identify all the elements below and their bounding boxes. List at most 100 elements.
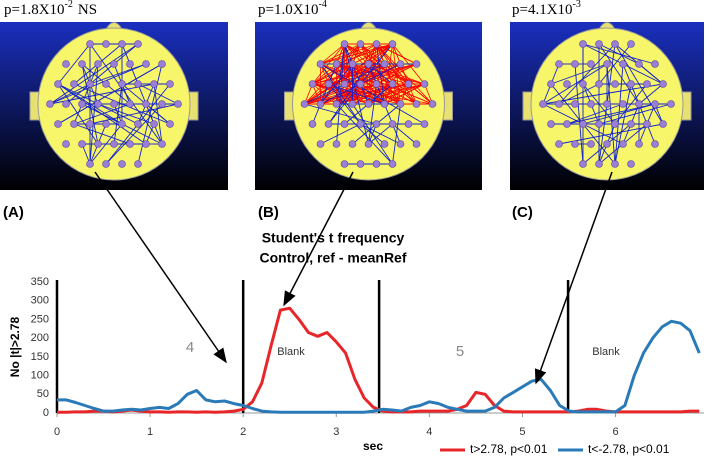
segment-annotation: Blank — [277, 346, 305, 358]
electrode — [158, 60, 166, 68]
electrode — [142, 140, 150, 148]
electrode — [308, 120, 317, 128]
connection — [558, 43, 616, 105]
p-value-suffix: NS — [78, 2, 97, 18]
electrode — [635, 140, 643, 148]
electrode — [372, 40, 381, 48]
electrode — [340, 40, 349, 48]
electrode — [643, 80, 651, 88]
electrode — [102, 80, 110, 88]
electrode — [571, 60, 579, 68]
electrode — [420, 120, 429, 128]
connection — [312, 63, 337, 85]
electrode — [380, 100, 389, 108]
electrode — [54, 80, 62, 88]
electrode — [635, 100, 643, 108]
x-tick-label: 5 — [519, 426, 525, 438]
connection — [376, 43, 417, 65]
x-tick-label: 1 — [147, 426, 153, 438]
connection — [606, 63, 616, 165]
connection — [376, 83, 417, 105]
chart-title: Student's t frequency — [262, 230, 405, 246]
electrode — [571, 140, 579, 148]
electrode — [300, 100, 309, 108]
electrode — [619, 140, 627, 148]
electrode — [150, 120, 158, 128]
connection — [73, 83, 171, 125]
electrode — [158, 100, 166, 108]
segment-annotation: 4 — [186, 339, 194, 356]
connection — [360, 123, 385, 145]
connection — [542, 83, 664, 105]
electrode — [539, 100, 547, 108]
electrode — [118, 40, 126, 48]
electrode — [308, 80, 317, 88]
electrode — [579, 120, 587, 128]
legend-label: t>2.78, p<0.01 — [470, 442, 548, 456]
electrode — [86, 160, 94, 168]
connection — [89, 43, 163, 145]
connection — [344, 63, 385, 85]
electrode — [316, 140, 325, 148]
electrode — [412, 60, 421, 68]
y-tick-label: 350 — [31, 276, 49, 288]
electrode — [555, 60, 563, 68]
connection — [73, 63, 99, 125]
plot: Student's t frequency Control, ref - mean… — [8, 230, 704, 456]
electrode — [364, 140, 373, 148]
connection — [137, 83, 179, 105]
electrode — [316, 100, 325, 108]
connection — [352, 43, 393, 65]
electrode — [166, 80, 174, 88]
connection — [344, 43, 369, 105]
connection — [137, 63, 163, 165]
connection — [558, 83, 600, 105]
electrode — [94, 140, 102, 148]
connection — [320, 63, 353, 105]
electrode — [388, 160, 397, 168]
connection — [352, 63, 425, 85]
electrode — [603, 140, 611, 148]
electrode — [635, 60, 643, 68]
connection — [550, 63, 608, 85]
electrode — [102, 160, 110, 168]
electrode — [356, 40, 365, 48]
electrode — [651, 100, 659, 108]
electrode — [555, 100, 563, 108]
connection — [638, 83, 664, 105]
electrode — [356, 80, 365, 88]
electrode — [348, 100, 357, 108]
electrode — [412, 140, 421, 148]
electrode — [316, 60, 325, 68]
connection — [89, 63, 115, 85]
head-maps — [0, 22, 704, 190]
panel-label: (B) — [258, 204, 279, 221]
electrode — [110, 100, 118, 108]
electrode — [571, 100, 579, 108]
electrode — [86, 120, 94, 128]
connection — [304, 83, 345, 105]
electrode — [94, 60, 102, 68]
electrode — [118, 120, 126, 128]
connection — [304, 83, 329, 105]
electrode — [404, 120, 413, 128]
electrode — [118, 160, 126, 168]
connection — [638, 63, 664, 85]
electrode — [126, 140, 134, 148]
connection — [376, 43, 385, 105]
electrode — [651, 140, 659, 148]
y-tick-label: 200 — [31, 332, 49, 344]
electrode — [619, 100, 627, 108]
electrode — [547, 80, 555, 88]
connection — [542, 63, 608, 105]
electrode — [348, 140, 357, 148]
electrode — [78, 60, 86, 68]
connection — [360, 123, 401, 145]
electrode — [587, 140, 595, 148]
connection — [57, 83, 147, 145]
electrode — [62, 60, 70, 68]
y-tick-label: 0 — [43, 407, 49, 419]
connection — [320, 43, 345, 65]
electrode — [412, 100, 421, 108]
